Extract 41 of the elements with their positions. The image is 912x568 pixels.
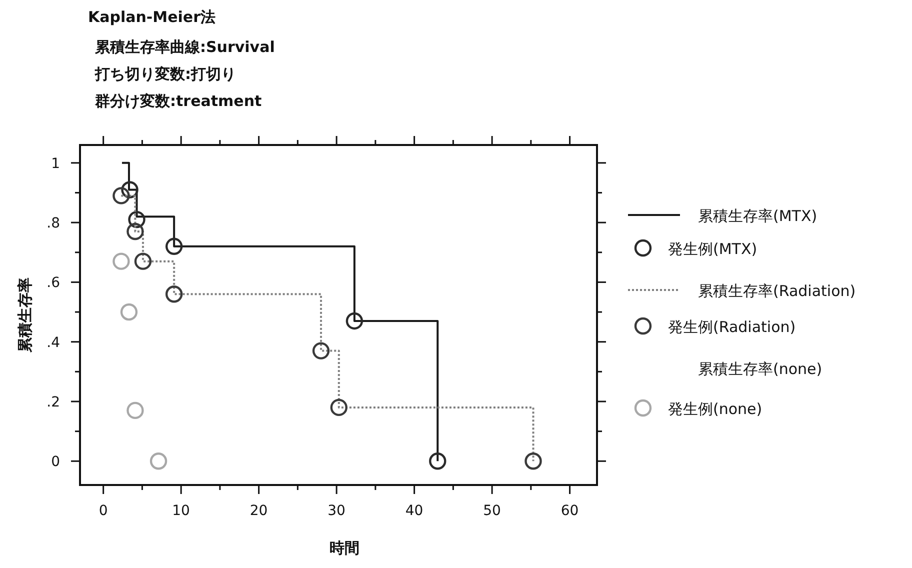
point	[330, 398, 348, 416]
point	[112, 252, 130, 270]
y-tick-label: .6	[46, 275, 60, 292]
text: 群分け変数:treatment	[94, 92, 262, 110]
x-tick-label: 40	[405, 503, 424, 519]
legend-label: 発生例(Radiation)	[668, 318, 796, 336]
x-tick-label: 60	[560, 503, 579, 519]
text: 累積生存率(none)	[698, 360, 822, 378]
legend-label: 累積生存率(Radiation)	[698, 282, 856, 300]
chart-title: Kaplan-Meier法	[88, 8, 216, 26]
y-tick-label: .4	[46, 334, 60, 351]
point	[165, 286, 183, 303]
y-tick-label: 1	[51, 156, 60, 172]
legend-label: 累積生存率(MTX)	[698, 207, 818, 225]
point	[112, 187, 130, 204]
point	[150, 452, 168, 470]
point	[121, 181, 138, 198]
x-tick-label: 0	[98, 503, 108, 519]
x-tick-label: 20	[250, 503, 268, 519]
point	[128, 210, 146, 228]
text: 累積生存率曲線:Survival	[94, 38, 275, 56]
point	[165, 238, 183, 256]
point	[120, 303, 138, 321]
point	[346, 312, 364, 330]
point	[126, 402, 144, 420]
point	[312, 342, 330, 360]
x-tick-label: 50	[483, 503, 501, 519]
x-tick-label: 10	[172, 503, 190, 519]
point	[429, 452, 446, 470]
x-tick-label: 30	[328, 503, 346, 519]
y-tick-label: .2	[46, 394, 60, 410]
point	[134, 252, 152, 270]
point	[126, 222, 144, 240]
x-axis-title: 時間	[330, 539, 360, 557]
y-tick-label: .8	[46, 216, 60, 232]
text: 打ち切り変数:打切り	[94, 65, 236, 83]
legend-label: 発生例(none)	[668, 400, 762, 418]
point	[524, 452, 542, 470]
y-axis-title: 累積生存率	[16, 278, 34, 354]
legend-label: 発生例(MTX)	[668, 240, 758, 258]
y-tick-label: 0	[51, 454, 60, 470]
